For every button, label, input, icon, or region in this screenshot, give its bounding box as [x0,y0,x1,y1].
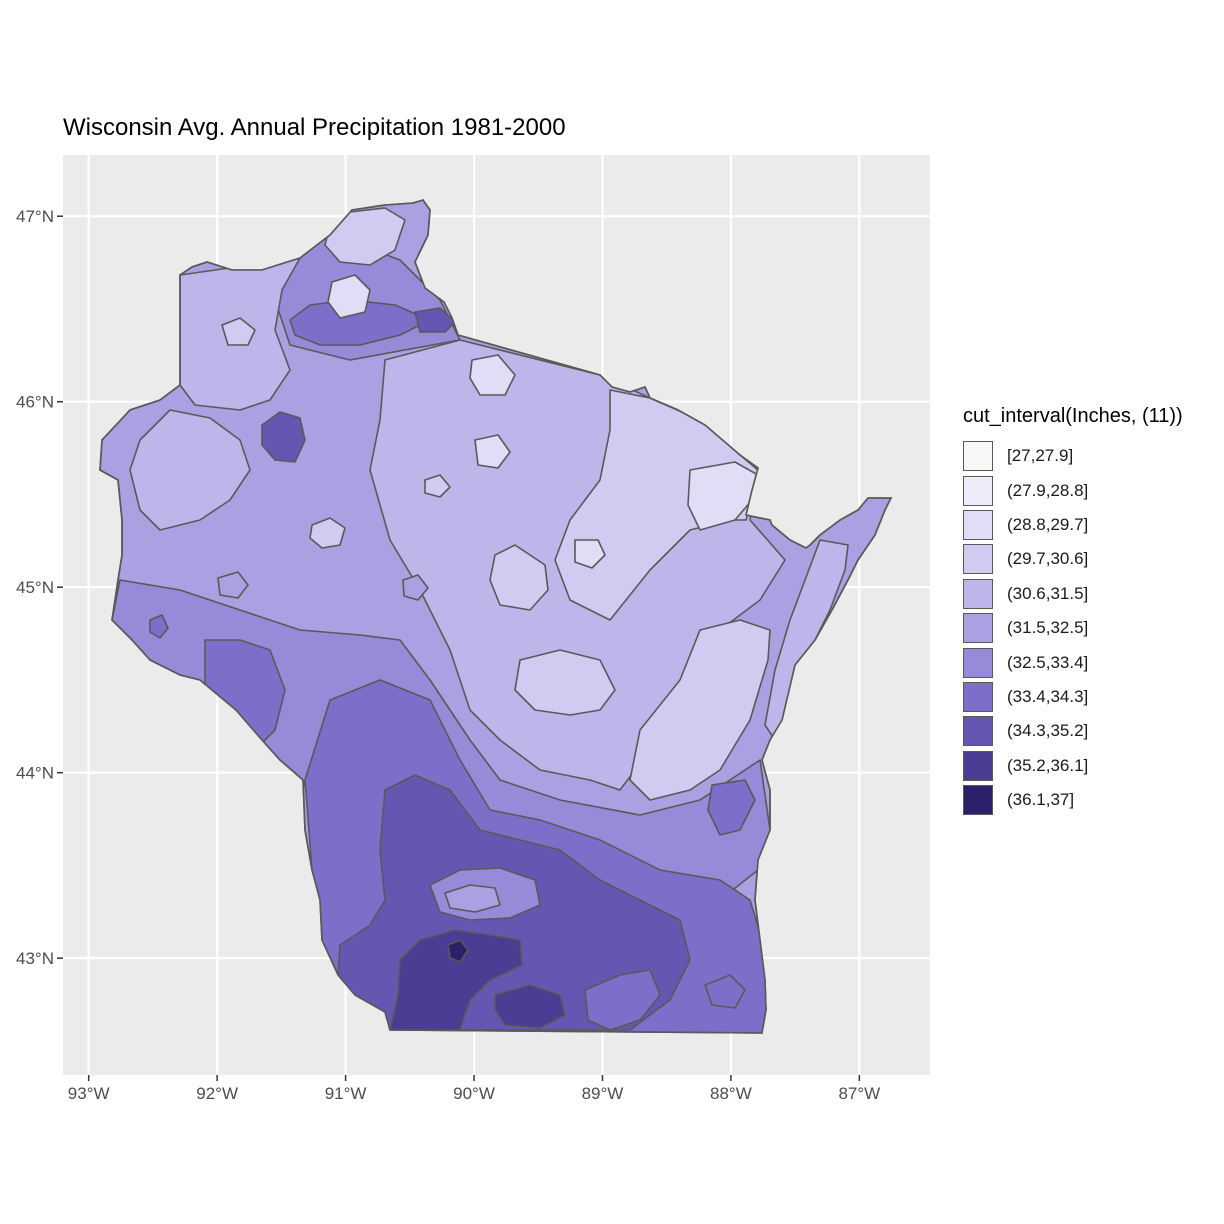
y-tick-label: 47°N [16,207,54,226]
contour-band [707,779,756,836]
contour-band [149,614,169,639]
legend: cut_interval(Inches, (11)) [27,27.9] (27.… [963,405,1183,817]
contour-band [489,544,549,611]
contour-band [629,619,771,801]
legend-item-label: (30.6,31.5] [1007,583,1089,603]
legend-item-label: (33.4,34.3] [1007,686,1089,706]
legend-key-swatch [963,544,993,575]
x-tick-label: 93°W [68,1084,110,1103]
legend-item-label: (31.5,32.5] [1007,618,1089,638]
legend-key-swatch [963,613,993,644]
legend-key-swatch [963,681,993,712]
legend-item: (36.1,37] [963,783,1183,817]
legend-title: cut_interval(Inches, (11)) [963,405,1183,427]
contour-band [402,574,429,601]
contour-band [324,207,406,266]
legend-item: (29.7,30.6] [963,542,1183,576]
x-tick-label: 89°W [582,1084,624,1103]
contour-band [389,929,523,1031]
legend-item-label: (34.3,35.2] [1007,721,1089,741]
contour-band [687,461,759,531]
contour-band [129,409,251,531]
axis-ticks: 93°W 92°W 91°W 90°W 89°W 88°W 87°W 47°N 46°N 45°N… [16,207,880,1103]
y-tick-label: 43°N [16,949,54,968]
legend-key-swatch [963,647,993,678]
contour-band [424,474,451,498]
legend-item: (33.4,34.3] [963,680,1183,714]
legend-item-label: (36.1,37] [1007,790,1075,810]
contour-band [327,274,371,319]
legend-item: (35.2,36.1] [963,749,1183,783]
y-tick-label: 46°N [16,393,54,412]
legend-key-swatch [963,750,993,781]
legend-item: [27,27.9] [963,439,1183,473]
y-tick-label: 44°N [16,764,54,783]
contour-band [309,517,346,549]
legend-item-label: (35.2,36.1] [1007,755,1089,775]
legend-item: (30.6,31.5] [963,577,1183,611]
x-tick-label: 87°W [838,1084,880,1103]
contour-band [494,984,566,1029]
legend-item-label: (27.9,28.8] [1007,480,1089,500]
precipitation-contours [99,199,893,1034]
contour-band [584,969,661,1031]
legend-item: (31.5,32.5] [963,611,1183,645]
legend-key-swatch [963,509,993,540]
legend-item: (34.3,35.2] [963,714,1183,748]
legend-key-swatch [963,475,993,506]
x-tick-label: 92°W [196,1084,238,1103]
legend-key-swatch [963,716,993,747]
contour-band [217,571,249,599]
contour-band [574,539,606,569]
contour-band [444,884,501,913]
x-tick-label: 90°W [453,1084,495,1103]
contour-band [474,434,511,469]
legend-key-swatch [963,785,993,816]
legend-key-swatch [963,441,993,472]
y-tick-label: 45°N [16,578,54,597]
legend-item-label: (29.7,30.6] [1007,549,1089,569]
contour-band [469,354,516,396]
contour-band [414,307,456,333]
contour-band [704,974,746,1009]
x-tick-label: 91°W [325,1084,367,1103]
contour-band [221,317,256,346]
legend-item: (27.9,28.8] [963,473,1183,507]
contour-band [261,411,306,463]
wisconsin-border [99,199,893,1034]
contour-band [514,649,616,716]
legend-key-swatch [963,578,993,609]
x-tick-label: 88°W [710,1084,752,1103]
contour-band [447,939,469,963]
plot-title: Wisconsin Avg. Annual Precipitation 1981… [63,114,566,141]
legend-item-label: (28.8,29.7] [1007,514,1089,534]
legend-item-label: [27,27.9] [1007,446,1074,466]
legend-item: (28.8,29.7] [963,508,1183,542]
legend-item: (32.5,33.4] [963,645,1183,679]
legend-item-label: (32.5,33.4] [1007,652,1089,672]
